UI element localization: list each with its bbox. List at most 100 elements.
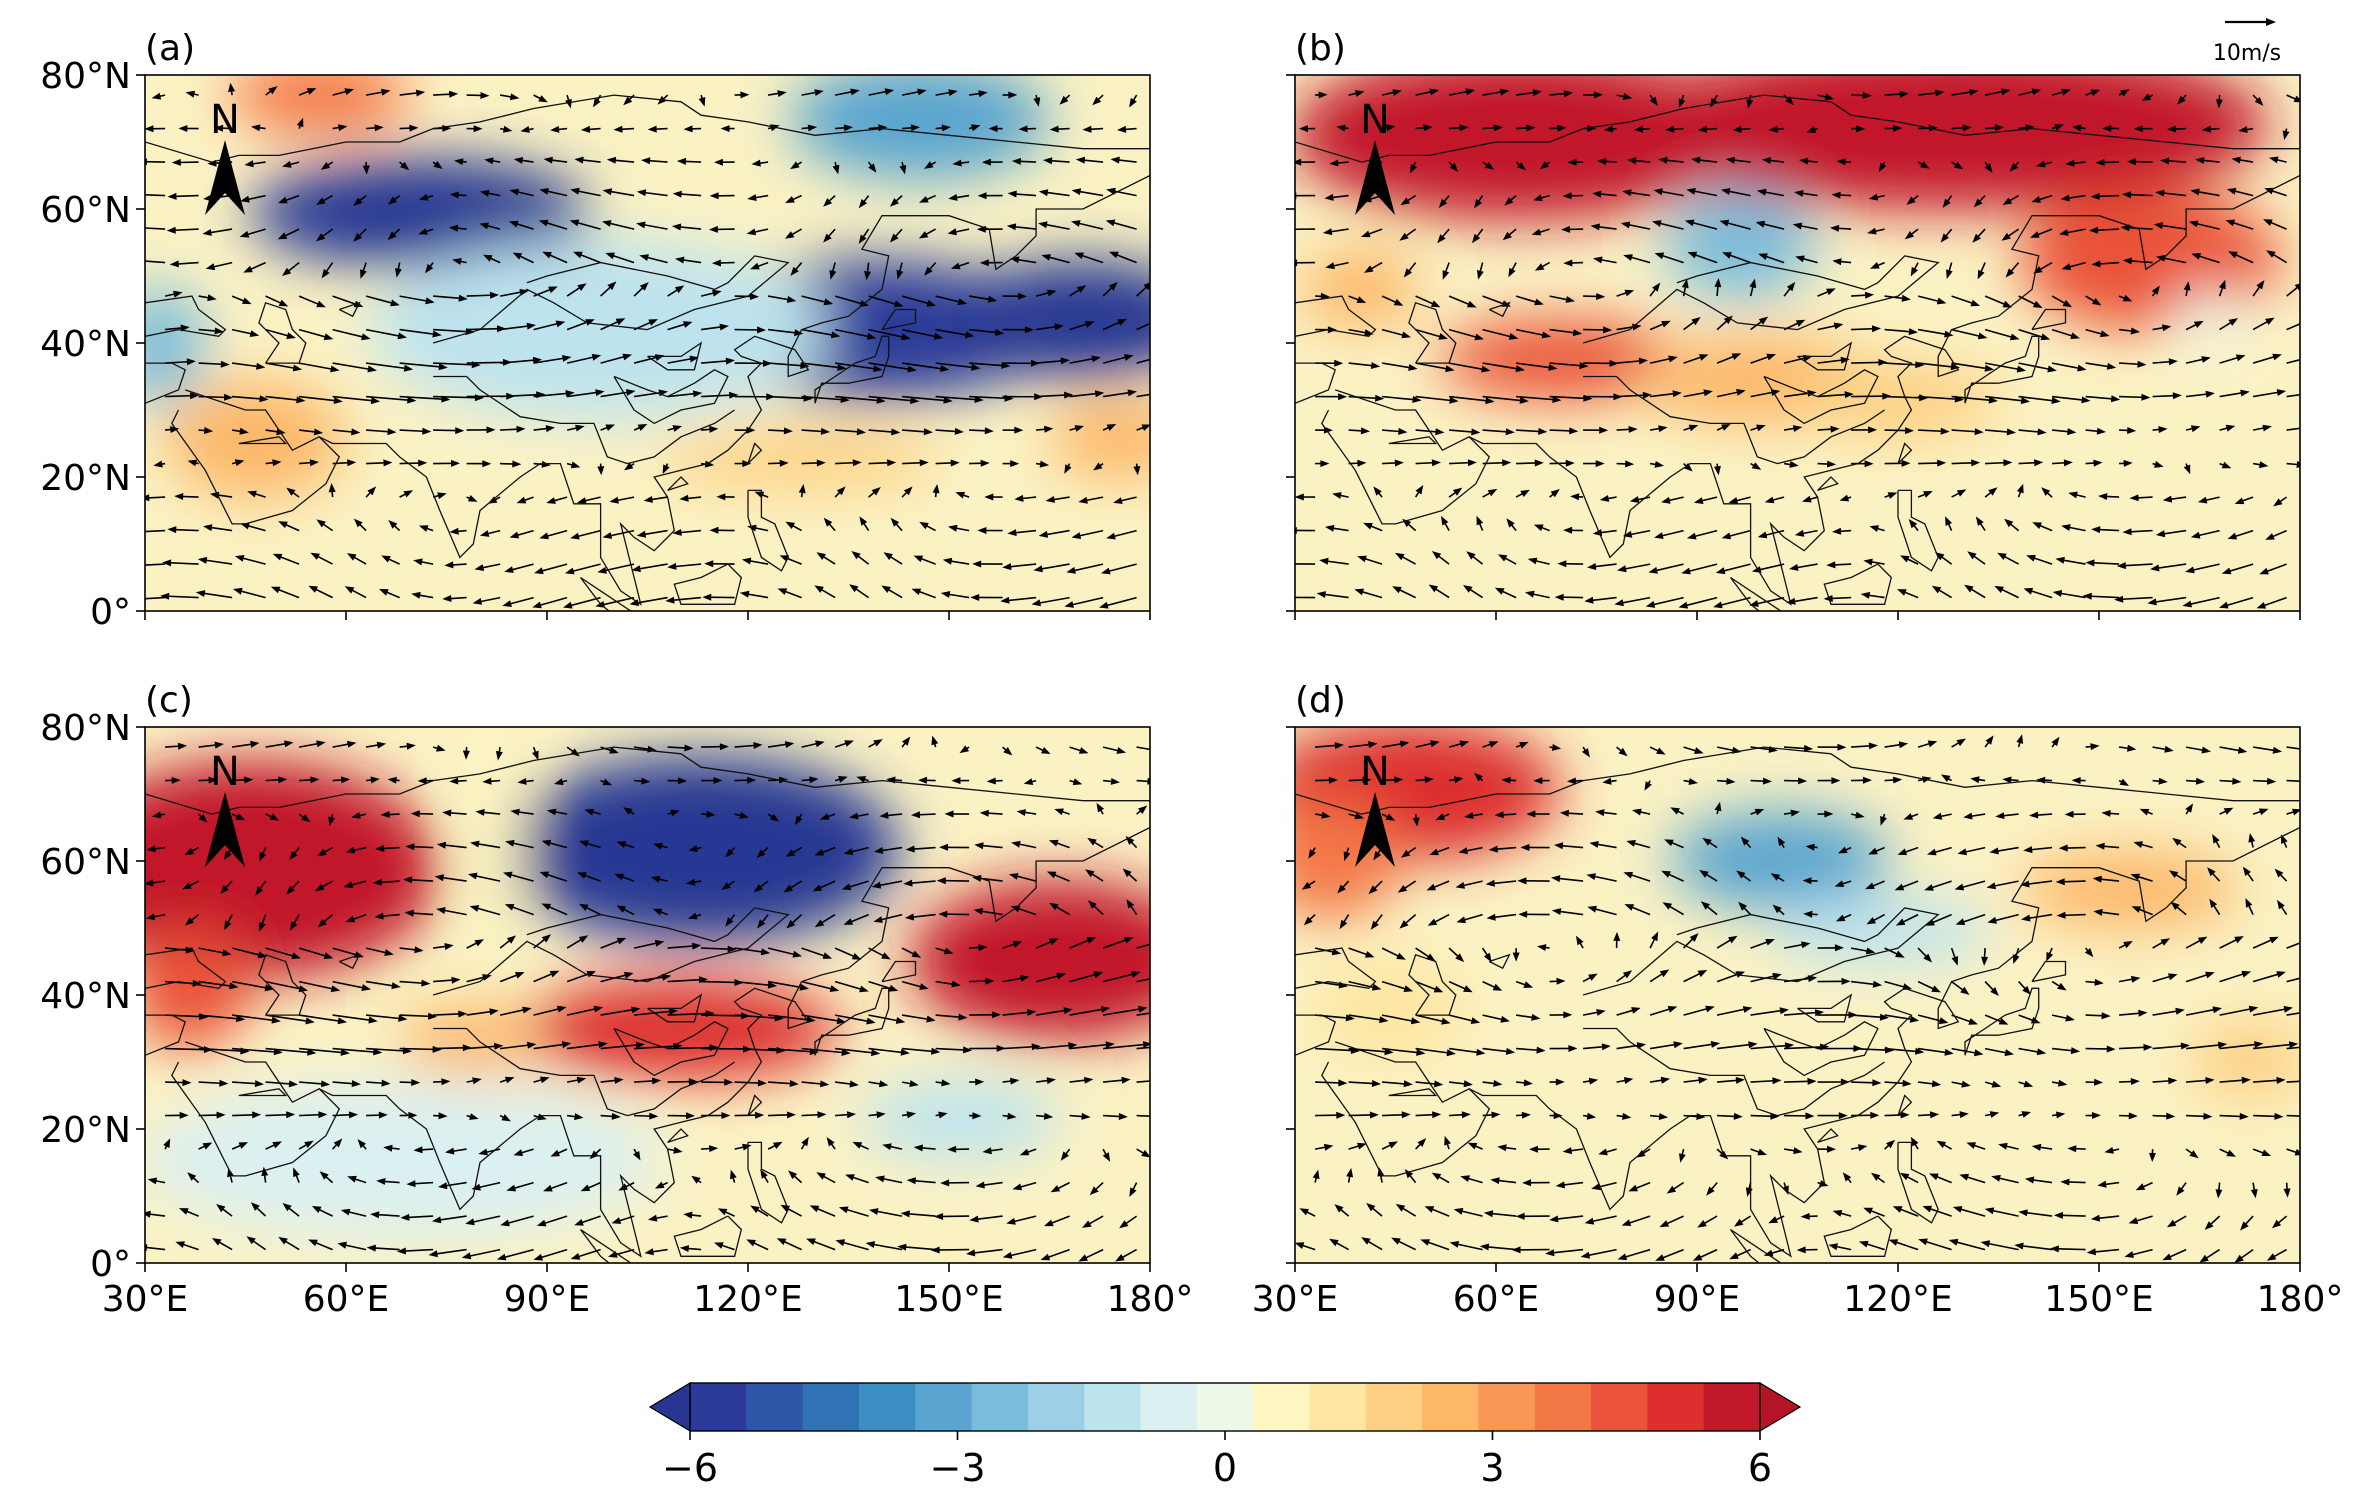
wind-vector-head [750, 1205, 760, 1214]
wind-vector-head [2269, 156, 2279, 164]
wind-vector-head [182, 882, 192, 890]
wind-vector-head [1007, 1112, 1017, 1120]
wind-vector-head [502, 600, 512, 607]
wind-vector-head [353, 232, 363, 242]
wind-vector-head [486, 426, 496, 434]
wind-vector-head [1938, 1017, 1949, 1025]
wind-vector-head [856, 428, 866, 436]
wind-vector-head [1977, 332, 1988, 340]
wind-vector-head [532, 356, 543, 364]
wind-vector-head [1626, 840, 1636, 847]
wind-vector-head [609, 746, 619, 754]
wind-vector-head [1964, 584, 1974, 593]
wind-vector-head [1691, 317, 1701, 326]
wind-vector-head [548, 286, 558, 294]
wind-vector-head [611, 1217, 622, 1224]
wind-vector-head [799, 983, 809, 991]
wind-vector-head [2082, 592, 2092, 600]
wind-vector-head [890, 517, 900, 527]
wind-vector-head [2143, 1043, 2153, 1051]
wind-vector-head [672, 529, 682, 536]
wind-vector-head [292, 364, 303, 372]
wind-vector-head [2170, 901, 2180, 911]
coastline [1763, 369, 1879, 425]
wind-vector-head [1872, 980, 1883, 988]
coastline [1797, 341, 1853, 371]
lon-tick-label: 120°E [1843, 1279, 1952, 1320]
wind-vector-head [505, 839, 515, 847]
wind-vector-head [1729, 1252, 1739, 1260]
coastline [667, 476, 689, 492]
wind-vector-head [580, 125, 591, 133]
wind-vector-head [2150, 564, 2160, 572]
wind-vector-head [2240, 389, 2250, 397]
wind-vector-head [512, 252, 523, 260]
wind-vector-head [1756, 424, 1766, 432]
wind-vector-head [1493, 124, 1503, 132]
wind-vector-head [1736, 870, 1746, 879]
wind-vector-head [449, 90, 459, 98]
wind-vector-head [904, 913, 915, 921]
wind-vector-head [1831, 191, 1841, 199]
wind-vector-head [569, 219, 580, 227]
lat-tick-label: 20°N [40, 458, 131, 499]
wind-vector-head [1868, 426, 1878, 434]
wind-vector-head [1423, 124, 1433, 132]
wind-vector-head [2089, 226, 2099, 234]
wind-vector-head [952, 159, 962, 167]
coastline [579, 576, 632, 611]
coastline [1729, 1228, 1782, 1263]
wind-vector-head [1113, 497, 1123, 504]
wind-vector-head [647, 125, 657, 133]
wind-vector-head [1828, 1243, 1838, 1251]
wind-vector-head [1686, 532, 1697, 540]
wind-vector-head [1415, 485, 1424, 495]
wind-vector-head [1826, 288, 1836, 296]
wind-vector-head [2031, 1143, 2042, 1151]
wind-vector-head [2054, 124, 2064, 131]
wind-vector-head [2188, 220, 2199, 228]
wind-vector-head [1772, 972, 1782, 980]
wind-vector-head [282, 267, 292, 276]
wind-vector-head [1761, 157, 1772, 164]
coastline [747, 489, 789, 572]
wind-vector-head [509, 188, 520, 196]
wind-vector-head [212, 1238, 222, 1246]
wind-vector-head [366, 1244, 376, 1252]
wind-vector-head [740, 91, 750, 99]
wind-vector-head [472, 1077, 482, 1085]
wind-vector-head [683, 321, 693, 328]
wind-vector-head [2154, 461, 2164, 468]
wind-vector-head [2197, 496, 2208, 504]
wind-vector-head [178, 125, 188, 132]
wind-vector-head [1713, 601, 1723, 609]
wind-vector-head [1142, 1041, 1150, 1048]
wind-vector-head [819, 813, 830, 820]
wind-vector-head [474, 564, 485, 571]
wind-vector-head [549, 970, 560, 978]
wind-vector-head [1868, 847, 1878, 855]
wind-vector-head [390, 299, 400, 307]
wind-vector-head [1963, 812, 1973, 820]
wind-vector-head [541, 934, 552, 943]
colorbar-swatch [1084, 1383, 1142, 1431]
wind-vector-head [384, 949, 394, 956]
wind-vector-head [2212, 834, 2220, 844]
wind-vector-head [1681, 567, 1691, 575]
wind-vector [767, 980, 807, 990]
wind-vector-head [1638, 357, 1648, 365]
wind-vector [768, 1014, 813, 1022]
wind-vector-head [823, 198, 833, 207]
wind-vector-head [1826, 561, 1836, 569]
wind-vector [2286, 1046, 2300, 1050]
coastline [346, 746, 1150, 802]
panel-b-wind-vectors [1295, 88, 2300, 609]
wind-vector-head [374, 912, 384, 920]
wind-vector-head [1446, 1049, 1456, 1057]
wind-vector-head [1555, 1078, 1565, 1086]
wind-vector-head [409, 124, 419, 132]
panel-b-anomaly-blobs [1295, 75, 2280, 440]
lon-tick-label: 120°E [693, 1279, 802, 1320]
wind-vector-head [812, 884, 823, 892]
wind-vector [198, 1014, 243, 1020]
